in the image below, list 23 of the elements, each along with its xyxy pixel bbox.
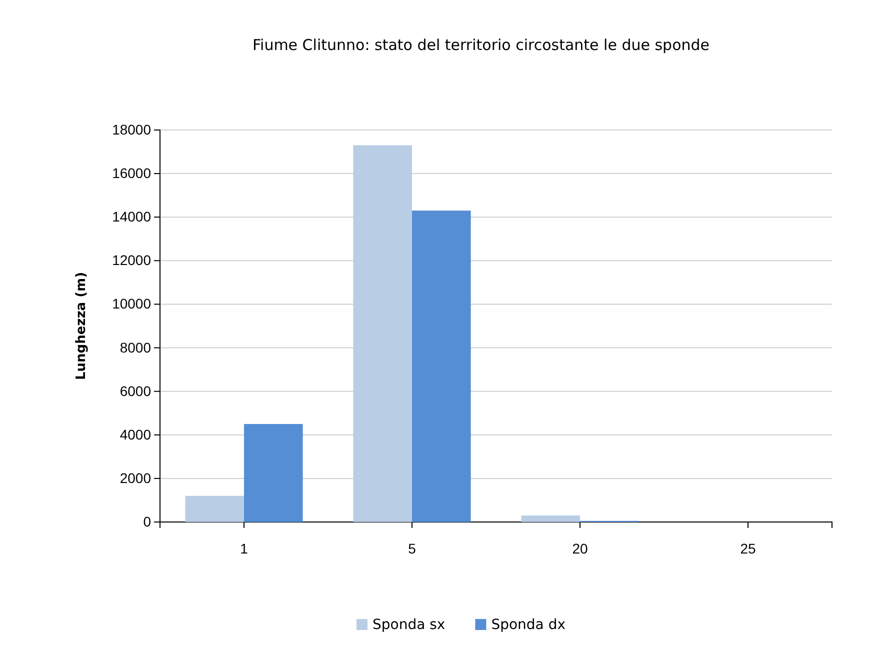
- y-tick-label: 18000: [112, 121, 152, 138]
- y-tick-label: 4000: [120, 426, 152, 442]
- y-tick-label: 10000: [112, 296, 152, 312]
- legend-label: Sponda sx: [372, 617, 446, 633]
- y-axis-title: Lunghezza (m): [74, 272, 89, 380]
- y-tick-label: 8000: [120, 339, 152, 356]
- y-tick-label: 14000: [112, 208, 152, 225]
- y-tick-label: 12000: [112, 252, 152, 268]
- x-tick-label: 25: [740, 540, 756, 556]
- x-tick-label: 5: [408, 540, 416, 556]
- y-tick-label: 16000: [112, 165, 152, 182]
- bar: [412, 210, 471, 522]
- y-tick-label: 0: [143, 513, 152, 530]
- x-tick-label: 1: [240, 540, 248, 556]
- bar: [185, 496, 244, 522]
- bar: [244, 424, 303, 522]
- bar: [353, 145, 412, 522]
- y-tick-label: 6000: [120, 382, 152, 399]
- legend-label: Sponda dx: [491, 617, 566, 633]
- y-tick-label: 2000: [120, 470, 152, 486]
- x-tick-label: 20: [572, 540, 588, 556]
- chart-title: Fiume Clitunno: stato del territorio circostante le due sponde: [252, 36, 710, 54]
- bar: [521, 515, 580, 522]
